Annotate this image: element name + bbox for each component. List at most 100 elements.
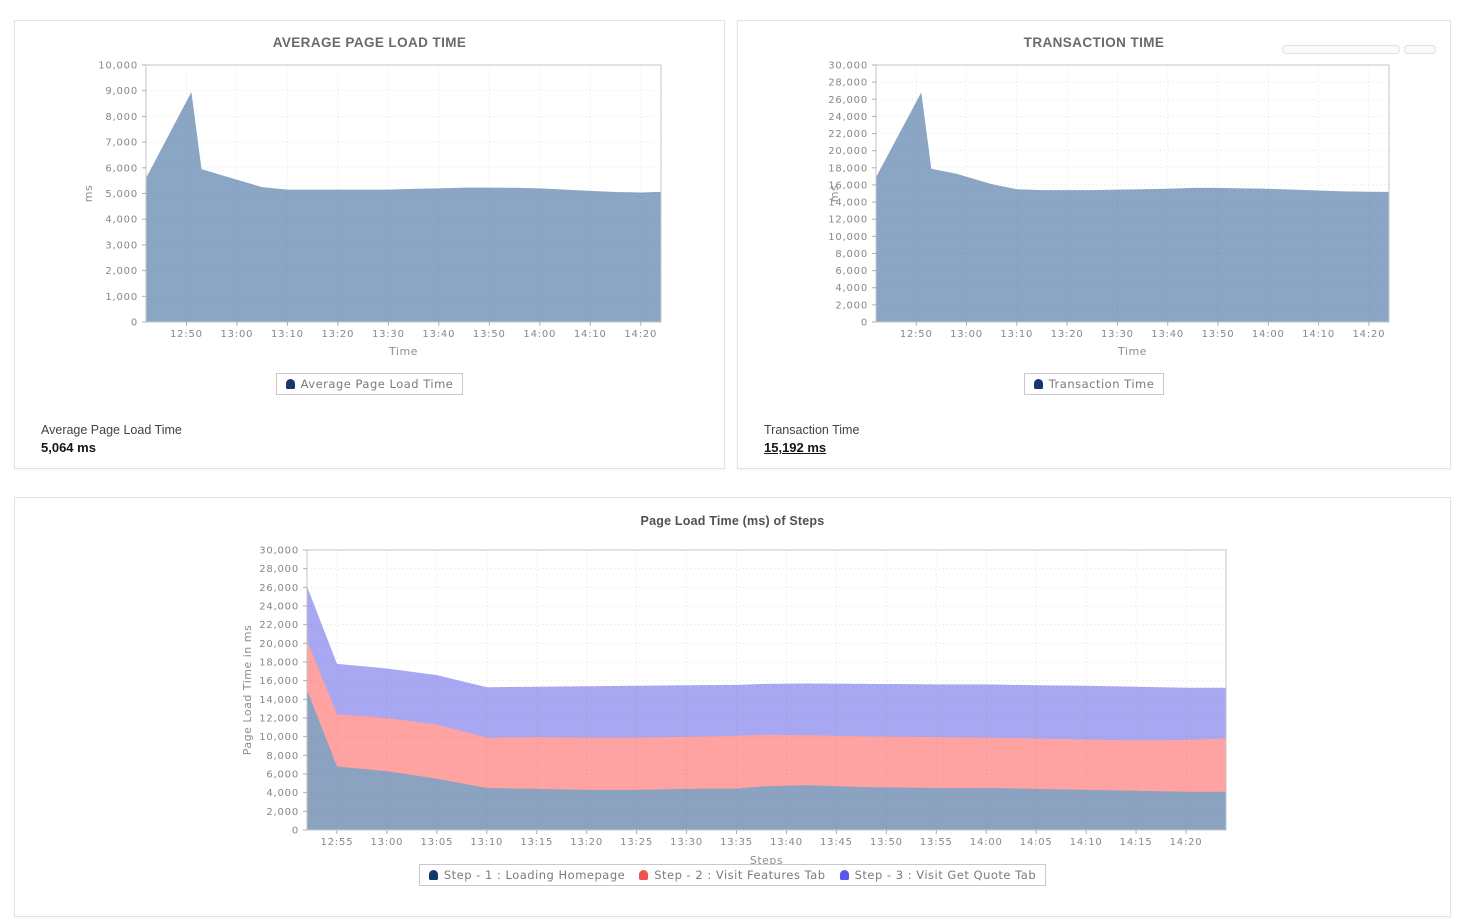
x-tick-label: 14:10 [1302, 329, 1335, 340]
y-tick-label: 24,000 [828, 112, 868, 123]
y-tick-label: 14,000 [259, 695, 299, 706]
area-marker-icon [428, 870, 438, 880]
legend-box: Step - 1 : Loading Homepage Step - 2 : Vi… [418, 864, 1047, 886]
x-tick-label: 13:30 [372, 329, 405, 340]
chart-toolbar-button[interactable] [1404, 45, 1436, 54]
x-tick-label: 13:50 [473, 329, 506, 340]
y-tick-label: 16,000 [259, 676, 299, 687]
summary-value: 15,192 ms [764, 440, 827, 455]
steps-stacked-area-chart[interactable]: 0 2,000 4,000 6,000 8,000 10,000 12,000 14,000 1… [15, 542, 1450, 878]
legend-item[interactable]: Step - 2 : Visit Features Tab [639, 868, 825, 882]
x-tick-label: 14:10 [574, 329, 607, 340]
legend: Transaction Time [738, 373, 1450, 395]
area-marker-icon [839, 870, 849, 880]
average-page-load-time-chart[interactable]: 0 1,000 2,000 3,000 4,000 5,000 6,000 7,000 8,00… [15, 57, 724, 361]
x-tick-label: 13:10 [271, 329, 304, 340]
x-tick-label: 13:20 [570, 837, 603, 848]
x-tick-label: 13:20 [321, 329, 354, 340]
y-axis-title: Page Load Time in ms [241, 625, 254, 755]
y-tick-label: 12,000 [828, 215, 868, 226]
x-tick-label: 14:15 [1120, 837, 1153, 848]
x-tick-label: 13:10 [1000, 329, 1033, 340]
x-tick-label: 13:05 [420, 837, 453, 848]
x-tick-label: 13:10 [470, 837, 503, 848]
y-tick-label: 0 [861, 318, 868, 329]
legend-label: Transaction Time [1048, 377, 1155, 391]
x-tick-label: 14:20 [624, 329, 657, 340]
x-tick-label: 13:20 [1051, 329, 1084, 340]
x-tick-label: 14:10 [1070, 837, 1103, 848]
y-tick-label: 26,000 [828, 95, 868, 106]
y-tick-label: 9,000 [105, 86, 138, 97]
x-tick-label: 13:50 [870, 837, 903, 848]
legend-item[interactable]: Step - 1 : Loading Homepage [428, 868, 626, 882]
y-tick-label: 0 [292, 826, 299, 837]
y-tick-label: 22,000 [259, 620, 299, 631]
legend-label: Step - 1 : Loading Homepage [443, 868, 626, 882]
y-tick-label: 6,000 [266, 770, 299, 781]
x-tick-label: 13:25 [620, 837, 653, 848]
y-tick-label: 30,000 [828, 61, 868, 72]
area-marker-icon [639, 870, 649, 880]
y-tick-label: 10,000 [259, 732, 299, 743]
y-tick-label: 14,000 [828, 198, 868, 209]
series-area-0 [146, 92, 661, 322]
y-tick-label: 8,000 [835, 249, 868, 260]
plot-border [306, 549, 1227, 831]
chart-toolbar-input[interactable] [1282, 45, 1400, 54]
series-area-1 [307, 640, 1226, 830]
x-tick-label: 12:50 [170, 329, 203, 340]
legend-item[interactable]: Average Page Load Time [285, 377, 454, 391]
x-tick-label: 13:40 [422, 329, 455, 340]
x-axis-title: Time [388, 345, 418, 358]
y-tick-label: 3,000 [105, 240, 138, 251]
legend-label: Step - 2 : Visit Features Tab [654, 868, 826, 882]
y-tick-label: 8,000 [105, 112, 138, 123]
x-tick-label: 13:00 [220, 329, 253, 340]
y-tick-label: 24,000 [259, 602, 299, 613]
series-area-0 [876, 92, 1389, 323]
y-tick-label: 4,000 [835, 283, 868, 294]
chart-summary: Transaction Time 15,192 ms [764, 423, 859, 455]
x-tick-label: 14:20 [1352, 329, 1385, 340]
x-tick-label: 13:30 [1101, 329, 1134, 340]
y-tick-label: 0 [131, 318, 138, 329]
y-tick-label: 2,000 [266, 807, 299, 818]
y-tick-label: 12,000 [259, 714, 299, 725]
y-tick-label: 6,000 [835, 266, 868, 277]
y-tick-label: 28,000 [259, 564, 299, 575]
y-tick-label: 2,000 [835, 300, 868, 311]
y-axis-title: ms [828, 185, 841, 202]
x-tick-label: 13:45 [820, 837, 853, 848]
x-tick-label: 13:40 [770, 837, 803, 848]
x-tick-label: 13:50 [1202, 329, 1235, 340]
chart-toolbar [1282, 45, 1436, 54]
transaction-time-chart[interactable]: 0 2,000 4,000 6,000 8,000 10,000 12,000 14,000 1… [738, 57, 1450, 361]
plot-border [875, 64, 1390, 323]
legend-box: Transaction Time [1023, 373, 1165, 395]
x-tick-label: 13:00 [370, 837, 403, 848]
y-axis-title: ms [82, 185, 95, 202]
y-tick-label: 20,000 [828, 146, 868, 157]
legend-label: Step - 3 : Visit Get Quote Tab [854, 868, 1037, 882]
y-tick-label: 28,000 [828, 78, 868, 89]
x-tick-label: 12:50 [900, 329, 933, 340]
y-tick-label: 22,000 [828, 129, 868, 140]
x-tick-label: 13:40 [1151, 329, 1184, 340]
x-tick-label: 14:00 [1252, 329, 1285, 340]
y-tick-label: 8,000 [266, 751, 299, 762]
y-tick-label: 18,000 [259, 658, 299, 669]
legend: Step - 1 : Loading Homepage Step - 2 : Vi… [15, 864, 1450, 886]
panel-transaction-time: TRANSACTION TIME 0 2,000 4,000 6,000 8,000 10… [737, 20, 1451, 469]
y-tick-label: 4,000 [105, 215, 138, 226]
x-tick-label: 12:55 [321, 837, 354, 848]
y-tick-label: 30,000 [259, 546, 299, 557]
legend-item[interactable]: Step - 3 : Visit Get Quote Tab [839, 868, 1037, 882]
y-tick-label: 16,000 [828, 180, 868, 191]
legend-item[interactable]: Transaction Time [1033, 377, 1155, 391]
y-tick-label: 4,000 [266, 788, 299, 799]
x-tick-label: 14:00 [970, 837, 1003, 848]
legend-box: Average Page Load Time [275, 373, 464, 395]
x-tick-label: 13:55 [920, 837, 953, 848]
chart-title: TRANSACTION TIME [1023, 35, 1165, 50]
